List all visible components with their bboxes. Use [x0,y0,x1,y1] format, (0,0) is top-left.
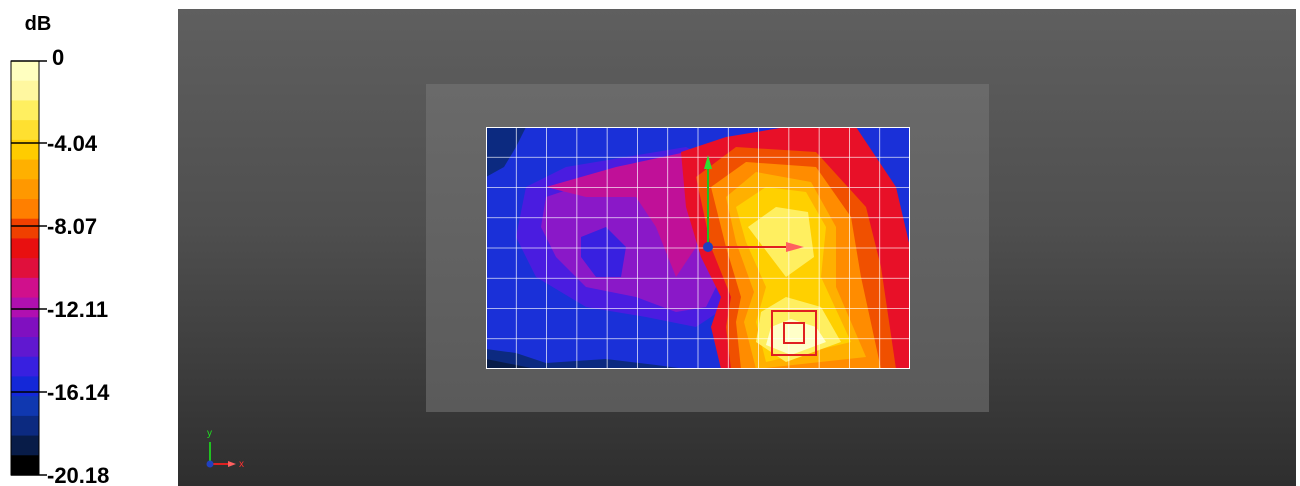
triad-x-arrowhead [228,461,236,467]
probe-y-arrowhead [704,155,712,169]
measurement-grid [486,127,910,369]
axes-triad: y x [206,428,244,470]
legend-band [11,337,39,358]
legend-band [11,238,39,259]
legend-ticks: 0 -4.04 -8.07 -12.11 -16.14 -20.18 [11,45,110,486]
probe-origin [703,242,713,252]
legend-band [11,120,39,141]
contour-dark-blue-bottom [486,349,686,369]
contour-magenta [546,152,701,277]
contour-hotspot [766,319,826,355]
legend-band [11,179,39,200]
contour-yellow [748,207,814,277]
legend-band [11,415,39,437]
legend-band [11,159,39,180]
legend-band [11,100,39,121]
contour-blue-hole [581,227,626,277]
triad-y-label: y [207,428,212,439]
triad-origin [206,460,214,468]
legend-band [11,356,39,377]
legend-tick-label: -8.07 [47,214,97,239]
legend-tick-label: -4.04 [47,131,98,156]
field-map-svg [486,127,910,369]
triad-x-label: x [239,459,244,470]
legend-tick-label: -12.11 [47,297,108,322]
3d-viewport[interactable]: y x [178,9,1296,486]
legend-band [11,258,39,279]
legend-band [11,455,39,476]
grid-border [486,127,910,369]
legend-tick-label: 0 [52,45,64,70]
probe-x-arrowhead [786,242,804,252]
legend-color-bands [10,60,40,476]
legend-band [11,199,39,220]
legend-band [11,61,39,82]
legend-scale: dB 0 -4.04 -8.07 -12.11 -16.14 -20.18 [10,13,110,486]
color-legend: dB 0 -4.04 -8.07 -12.11 -16.14 -20.18 [0,0,176,486]
legend-tick-label: -16.14 [47,380,110,405]
legend-band [11,317,39,338]
legend-band [11,376,39,397]
peak-cube-outer [771,310,817,356]
legend-band [11,139,39,161]
legend-unit: dB [25,13,52,35]
contour-black-bottom [486,359,536,369]
field-map [486,127,910,369]
legend-band [11,297,39,318]
legend-band [11,80,39,101]
legend-band [11,435,39,456]
legend-band [11,218,39,239]
legend-band [11,396,39,417]
legend-tick-label: -20.18 [47,463,109,486]
legend-band [11,277,39,299]
peak-cube-inner [783,322,805,344]
